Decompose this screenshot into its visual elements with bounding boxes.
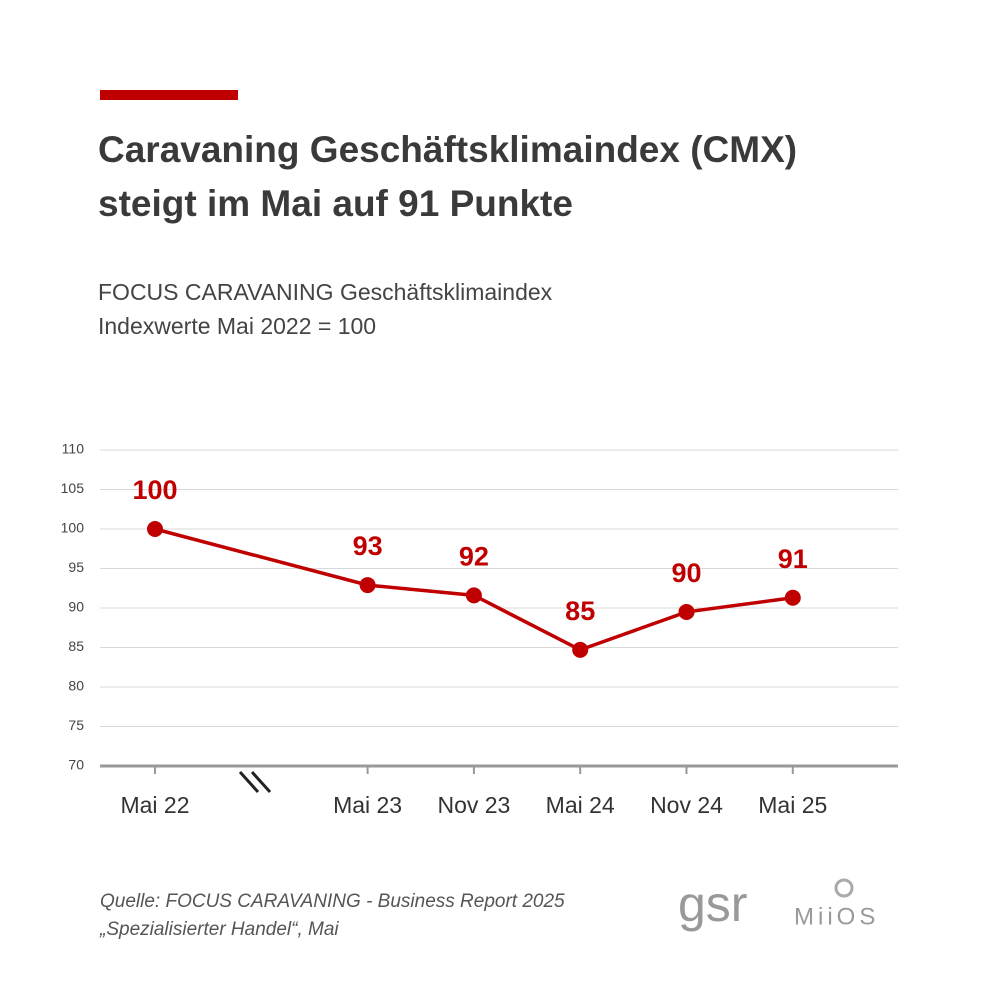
point — [147, 521, 163, 537]
point — [678, 603, 695, 620]
source: Quelle: FOCUS CARAVANING - Business Repo… — [100, 891, 565, 912]
data-label: 91 — [778, 544, 808, 574]
subtitle: FOCUS CARAVANING Geschäftsklimaindex — [98, 279, 553, 305]
x-tick-label: Mai 22 — [120, 792, 189, 818]
y-tick-label: 75 — [68, 717, 84, 733]
point — [465, 587, 482, 604]
data-label: 90 — [671, 558, 701, 588]
y-tick-label: 105 — [61, 480, 85, 496]
subtitle: Indexwerte Mai 2022 = 100 — [98, 313, 376, 339]
chart-title: Caravaning Geschäftsklimaindex (CMX) — [98, 129, 797, 170]
point — [572, 641, 589, 658]
x-tick-label: Mai 25 — [758, 792, 827, 818]
line — [154, 527, 794, 652]
source: „Spezialisierter Handel“, Mai — [99, 919, 339, 940]
logo: MiiOS — [794, 903, 879, 930]
accent-bar — [100, 90, 238, 100]
x-tick-label: Nov 24 — [650, 792, 723, 818]
y-tick-label: 110 — [62, 441, 85, 457]
y-tick-label: 95 — [68, 559, 84, 575]
chart-title: steigt im Mai auf 91 Punkte — [98, 183, 573, 224]
data-label: 92 — [459, 541, 489, 571]
y-tick-label: 90 — [68, 599, 84, 615]
data-label: 85 — [565, 596, 595, 626]
data-label: 93 — [353, 531, 383, 561]
data-label: 100 — [132, 475, 177, 505]
y-tick-label: 70 — [68, 757, 84, 773]
y-tick-label: 100 — [61, 520, 85, 536]
y-tick-label: 80 — [68, 678, 84, 694]
logo-icon — [834, 878, 854, 898]
x-tick-label: Mai 24 — [546, 792, 615, 818]
logo: gsr — [678, 876, 747, 932]
y-tick-label: 85 — [68, 638, 84, 654]
point — [784, 589, 801, 606]
point — [359, 577, 376, 594]
axis-break — [250, 770, 272, 794]
axis-break — [238, 770, 260, 794]
x-tick-label: Nov 23 — [437, 792, 510, 818]
x-tick-label: Mai 23 — [333, 792, 402, 818]
